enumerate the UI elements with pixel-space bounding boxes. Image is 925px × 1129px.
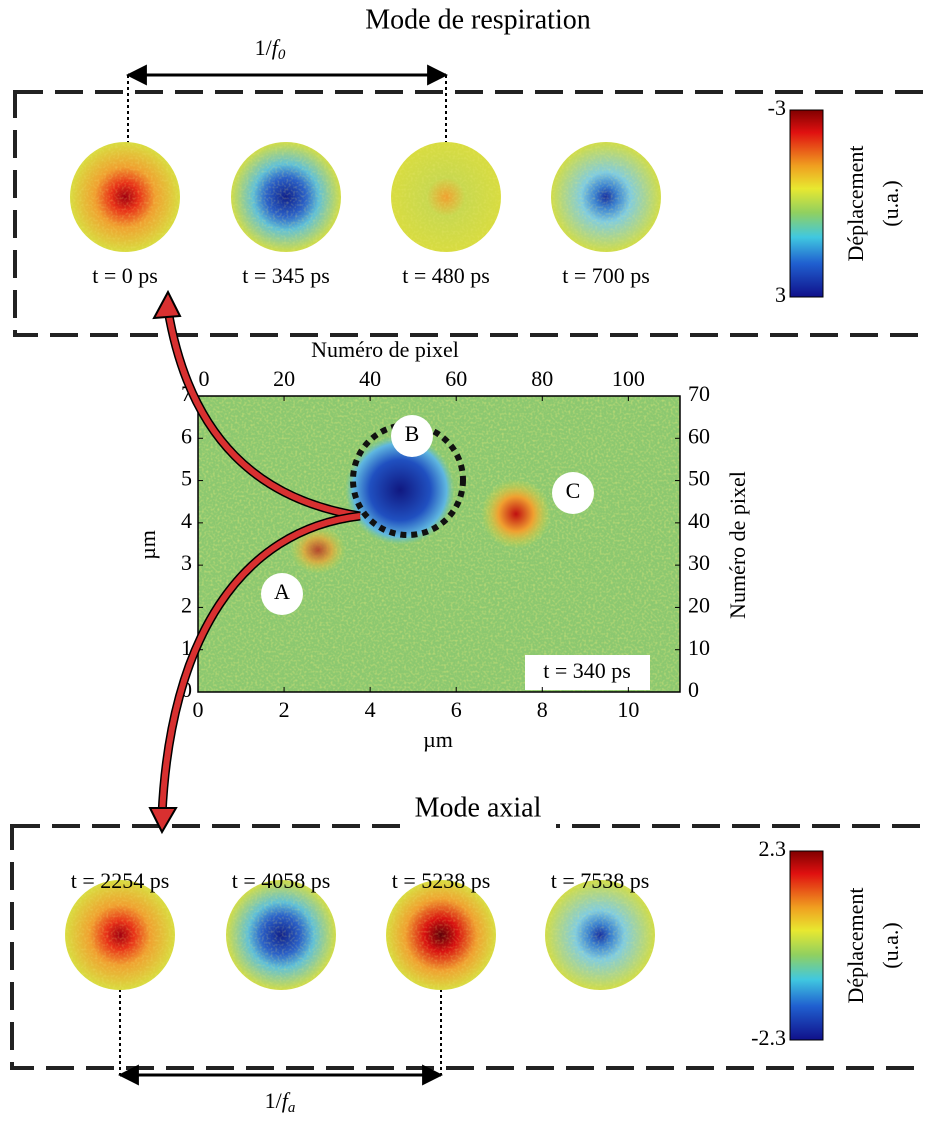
colorbar-tick-label: 2.3 [759, 836, 787, 861]
snapshot-texture [551, 142, 661, 252]
panel-title: Mode axial [415, 792, 542, 823]
arrow-head [152, 289, 182, 320]
top-tick-label: 80 [531, 366, 553, 391]
colorbar [789, 850, 824, 1041]
top-tick-label: 0 [199, 366, 210, 391]
panel-frame [13, 90, 925, 337]
x-tick-label: 6 [451, 697, 462, 722]
snapshot-texture [545, 880, 655, 990]
top-tick-label: 60 [445, 366, 467, 391]
colorbar-unit: (u.a.) [878, 922, 903, 968]
period-index: 0 [278, 47, 286, 63]
arrow [159, 513, 361, 816]
frame-label: t = 700 ps [562, 263, 650, 288]
right-tick-label: 70 [688, 381, 710, 406]
top-tick-label: 20 [273, 366, 295, 391]
y-tick-label: 5 [181, 466, 192, 491]
colorbar-label: Déplacement [843, 887, 868, 1003]
y-tick-label: 0 [181, 677, 192, 702]
x-tick-label: 4 [365, 697, 376, 722]
snapshot-texture [226, 880, 336, 990]
arrow-head [148, 807, 178, 835]
period-prefix: 1/ [265, 1088, 283, 1113]
y-axis-label: µm [135, 530, 160, 560]
colorbar-tick-label: -2.3 [751, 1025, 786, 1050]
marker-badge [261, 573, 303, 615]
y-tick-label: 2 [181, 592, 192, 617]
right-tick-label: 20 [688, 592, 710, 617]
snapshot-texture [70, 142, 180, 252]
map-time: t = 340 ps [543, 658, 631, 683]
top-tick-label: 100 [612, 366, 645, 391]
snapshot-texture [65, 880, 175, 990]
marker-label: C [566, 478, 581, 503]
y-tick-label: 4 [181, 508, 192, 533]
colorbar-tick-label: 3 [775, 282, 786, 307]
period-symbol: f [282, 1088, 291, 1113]
colorbar [789, 109, 824, 298]
right-axis-label: Numéro de pixel [725, 471, 750, 619]
panel-title: Mode de respiration [365, 4, 591, 35]
period-label: 1/fa [265, 1088, 296, 1116]
period-index: a [288, 1100, 296, 1116]
frame-label: t = 480 ps [402, 263, 490, 288]
right-tick-label: 60 [688, 423, 710, 448]
connector-arrows [148, 289, 361, 835]
right-tick-label: 40 [688, 508, 710, 533]
frame-label: t = 5238 ps [392, 868, 491, 893]
time-bg [525, 655, 650, 690]
frame-label: t = 7538 ps [551, 868, 650, 893]
arrow [165, 309, 361, 519]
colorbar-unit: (u.a.) [878, 180, 903, 226]
blob [290, 526, 346, 574]
top-axis-label: Numéro de pixel [311, 337, 459, 362]
marker-badge [552, 472, 594, 514]
map-border [197, 395, 681, 693]
right-tick-label: 0 [688, 677, 699, 702]
snapshot-texture [231, 142, 341, 252]
period-prefix: 1/ [255, 35, 273, 60]
y-tick-label: 6 [181, 423, 192, 448]
frame-label: t = 4058 ps [232, 868, 331, 893]
marker-badge [391, 415, 433, 457]
marker-label: A [274, 579, 290, 604]
right-tick-label: 30 [688, 550, 710, 575]
top-tick-label: 40 [359, 366, 381, 391]
blob [345, 435, 455, 545]
x-tick-label: 10 [617, 697, 639, 722]
period-symbol: f [272, 35, 281, 60]
y-tick-label: 1 [181, 635, 192, 660]
map: t = 340 ps [197, 395, 681, 693]
colorbar-tick-label: -3 [768, 95, 786, 120]
x-tick-label: 8 [537, 697, 548, 722]
x-tick-label: 0 [193, 697, 204, 722]
marker-label: B [405, 421, 420, 446]
y-tick-label: 7 [181, 381, 192, 406]
map-noise [198, 396, 680, 692]
blob [481, 479, 551, 549]
right-tick-label: 50 [688, 466, 710, 491]
title-bg [400, 795, 556, 829]
x-axis-label: µm [423, 727, 453, 752]
right-tick-label: 10 [688, 635, 710, 660]
x-tick-label: 2 [279, 697, 290, 722]
snapshot-texture [386, 880, 496, 990]
colorbar-label: Déplacement [843, 145, 868, 261]
period-label: 1/f0 [255, 35, 286, 63]
frame-label: t = 345 ps [242, 263, 330, 288]
frame-label: t = 2254 ps [71, 868, 170, 893]
snapshot-texture [391, 142, 501, 252]
frame-label: t = 0 ps [92, 263, 158, 288]
y-tick-label: 3 [181, 550, 192, 575]
